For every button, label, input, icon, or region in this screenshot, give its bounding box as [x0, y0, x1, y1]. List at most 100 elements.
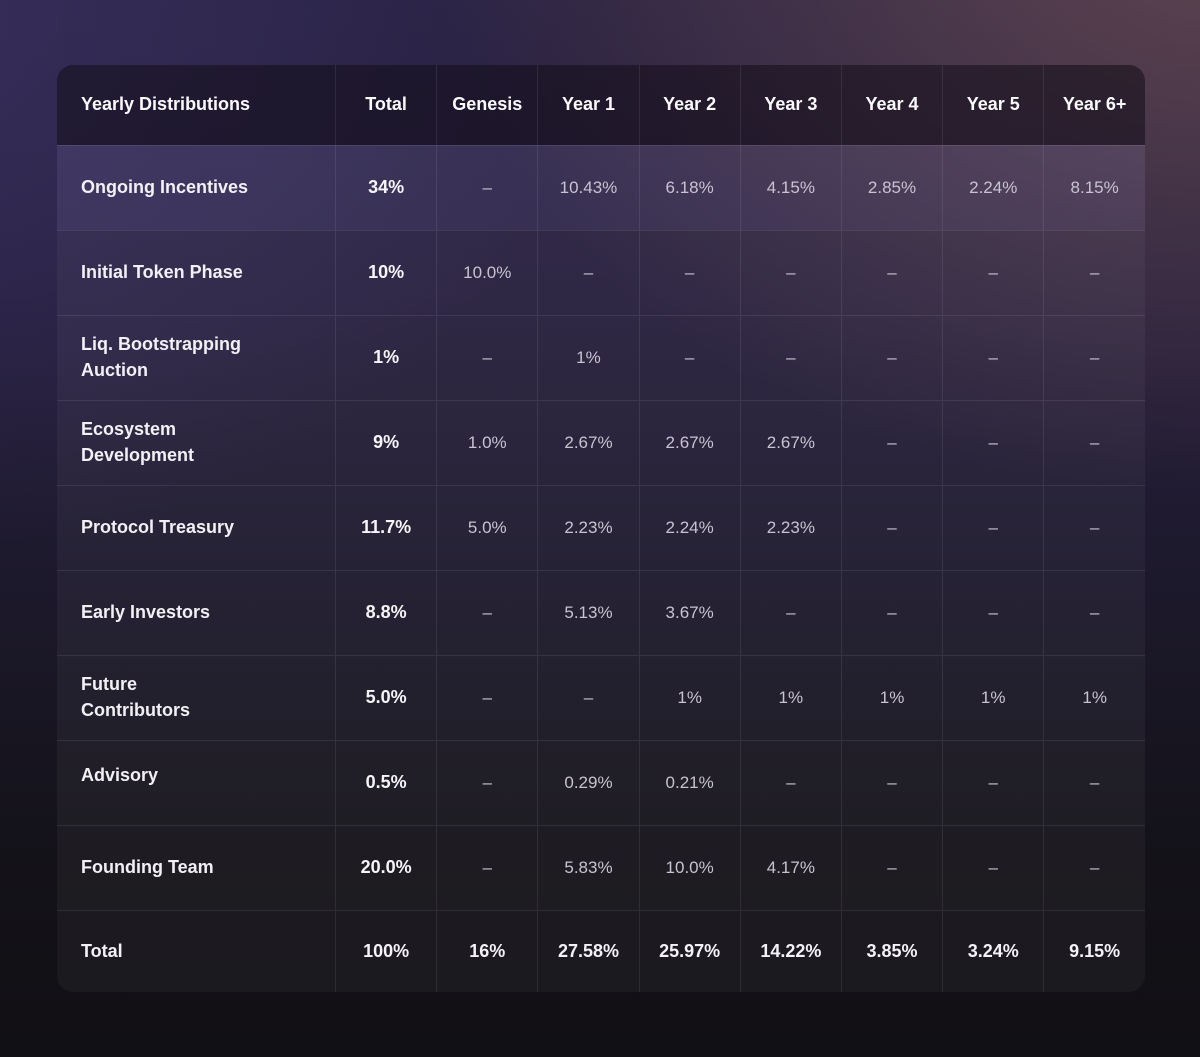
- cell-value: 8.8%: [335, 569, 438, 655]
- column-header: Year 3: [740, 65, 842, 145]
- table-row: Early Investors 8.8% –5.13% 3.67% – – – –: [57, 569, 1145, 655]
- cell-value: –: [436, 824, 539, 910]
- cell-value: –: [942, 314, 1045, 400]
- cell-value: –: [436, 654, 539, 740]
- cell-value: –: [1043, 739, 1145, 825]
- cell-value: 1.0%: [436, 399, 539, 485]
- cell-value: –: [841, 569, 944, 655]
- cell-value: 2.67%: [639, 399, 741, 485]
- header-row: Yearly Distributions Total Genesis Year 1 Ye…: [57, 65, 1145, 145]
- cell-value: 34%: [335, 144, 438, 230]
- cell-value: 1%: [942, 654, 1045, 740]
- cell-value: –: [942, 739, 1045, 825]
- table-footer: Total 100% 16% 27.58% 25.97% 14.22% 3.85% 3.24%…: [57, 909, 1145, 992]
- cell-value: 5.0%: [335, 654, 438, 740]
- cell-value: –: [740, 229, 842, 315]
- table-row: Future Contributors 5.0% – –1% 1% 1% 1% 1%: [57, 654, 1145, 740]
- cell-value: 10.43%: [537, 144, 640, 230]
- cell-value: 10.0%: [639, 824, 741, 910]
- cell-value: 2.23%: [740, 484, 842, 570]
- cell-value: 1%: [740, 654, 842, 740]
- total-cell-value: 25.97%: [639, 909, 741, 992]
- cell-value: 2.23%: [537, 484, 640, 570]
- cell-value: 0.21%: [639, 739, 741, 825]
- cell-value: –: [1043, 824, 1145, 910]
- cell-value: –: [740, 314, 842, 400]
- cell-value: –: [436, 739, 539, 825]
- cell-value: –: [537, 229, 640, 315]
- column-header: Year 2: [639, 65, 741, 145]
- cell-value: 0.5%: [335, 739, 438, 825]
- cell-value: 11.7%: [335, 484, 438, 570]
- cell-value: 2.67%: [740, 399, 842, 485]
- total-row-label: Total: [57, 909, 336, 992]
- cell-value: –: [436, 314, 539, 400]
- total-cell-value: 100%: [335, 909, 438, 992]
- column-header: Year 5: [942, 65, 1045, 145]
- column-header: Year 6+: [1043, 65, 1145, 145]
- column-header: Year 4: [841, 65, 944, 145]
- cell-value: –: [841, 399, 944, 485]
- table-row: Ecosystem Development 9% 1.0% 2.67% 2.67% 2.6…: [57, 399, 1145, 485]
- table-title-header: Yearly Distributions: [57, 65, 336, 145]
- cell-value: 2.67%: [537, 399, 640, 485]
- cell-value: 2.24%: [639, 484, 741, 570]
- row-label: Future Contributors: [57, 654, 336, 740]
- cell-value: –: [436, 144, 539, 230]
- cell-value: 0.29%: [537, 739, 640, 825]
- row-label: Initial Token Phase: [57, 229, 336, 315]
- row-label: Early Investors: [57, 569, 336, 655]
- table-header: Yearly Distributions Total Genesis Year 1 Ye…: [57, 65, 1145, 145]
- cell-value: 1%: [841, 654, 944, 740]
- cell-value: 1%: [335, 314, 438, 400]
- cell-value: –: [942, 569, 1045, 655]
- cell-value: –: [942, 229, 1045, 315]
- cell-value: 3.67%: [639, 569, 741, 655]
- row-label: Protocol Treasury: [57, 484, 336, 570]
- total-cell-value: 16%: [436, 909, 539, 992]
- cell-value: 5.13%: [537, 569, 640, 655]
- cell-value: –: [1043, 314, 1145, 400]
- cell-value: –: [1043, 484, 1145, 570]
- cell-value: –: [1043, 229, 1145, 315]
- cell-value: 9%: [335, 399, 438, 485]
- table-row: Protocol Treasury 11.7% 5.0% 2.23% 2.24% 2.23…: [57, 484, 1145, 570]
- cell-value: –: [841, 824, 944, 910]
- cell-value: –: [942, 824, 1045, 910]
- cell-value: –: [841, 314, 944, 400]
- column-header: Year 1: [537, 65, 640, 145]
- table-row: Founding Team 20.0% –5.83% 10.0% 4.17% – – –: [57, 824, 1145, 910]
- table-row: Liq. Bootstrapping Auction 1% –1% – – – – –: [57, 314, 1145, 400]
- total-cell-value: 9.15%: [1043, 909, 1145, 992]
- cell-value: –: [841, 484, 944, 570]
- cell-value: 4.17%: [740, 824, 842, 910]
- cell-value: 5.0%: [436, 484, 539, 570]
- cell-value: –: [436, 569, 539, 655]
- cell-value: 2.24%: [942, 144, 1045, 230]
- cell-value: 4.15%: [740, 144, 842, 230]
- column-header: Total: [335, 65, 438, 145]
- total-cell-value: 14.22%: [740, 909, 842, 992]
- cell-value: 10.0%: [436, 229, 539, 315]
- total-cell-value: 27.58%: [537, 909, 640, 992]
- row-label: Founding Team: [57, 824, 336, 910]
- cell-value: –: [1043, 569, 1145, 655]
- cell-value: –: [537, 654, 640, 740]
- cell-value: 2.85%: [841, 144, 944, 230]
- cell-value: 1%: [639, 654, 741, 740]
- total-cell-value: 3.85%: [841, 909, 944, 992]
- row-label: Ongoing Incentives: [57, 144, 336, 230]
- row-label: Advisory: [57, 739, 336, 825]
- column-header: Genesis: [436, 65, 539, 145]
- cell-value: –: [740, 569, 842, 655]
- cell-value: 8.15%: [1043, 144, 1145, 230]
- table-row: Advisory 0.5% –0.29% 0.21% – – – –: [57, 739, 1145, 825]
- cell-value: 1%: [1043, 654, 1145, 740]
- cell-value: 10%: [335, 229, 438, 315]
- cell-value: –: [841, 229, 944, 315]
- yearly-distributions-table: Yearly Distributions Total Genesis Year 1 Ye…: [57, 65, 1145, 992]
- total-row: Total 100% 16% 27.58% 25.97% 14.22% 3.85% 3.24%…: [57, 909, 1145, 992]
- cell-value: 20.0%: [335, 824, 438, 910]
- cell-value: 5.83%: [537, 824, 640, 910]
